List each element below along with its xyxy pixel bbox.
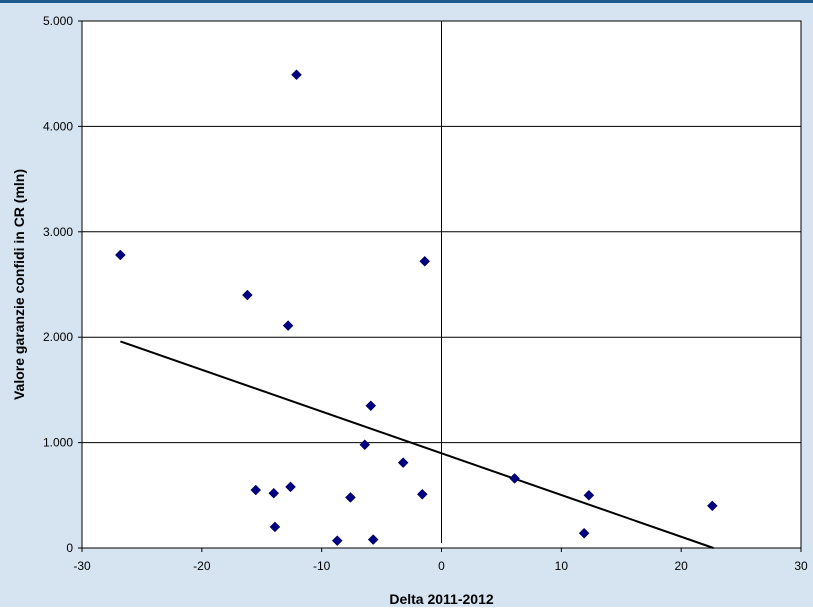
x-tick-label: 20 (674, 559, 688, 573)
data-point (706, 500, 718, 512)
x-tick-label: -20 (193, 559, 211, 573)
data-point (114, 249, 126, 261)
data-point (291, 69, 302, 81)
data-point (331, 535, 343, 546)
x-tick-label: -10 (313, 559, 331, 573)
x-axis-ticks: -30 -20 -10 0 10 20 30 (73, 548, 808, 573)
data-point (282, 320, 294, 331)
data-point (345, 492, 356, 503)
x-axis-title: Delta 2011-2012 (389, 591, 494, 607)
y-tick-label: 3.000 (43, 225, 73, 239)
data-point (359, 439, 371, 451)
data-point (419, 255, 431, 267)
y-tick-label: 5.000 (43, 14, 73, 28)
y-tick-label: 2.000 (43, 330, 73, 344)
x-tick-label: 0 (438, 559, 445, 573)
data-point (250, 484, 262, 496)
y-tick-label: 1.000 (43, 436, 73, 450)
data-point (583, 489, 595, 501)
y-tick-label: 4.000 (43, 119, 73, 133)
data-point (509, 473, 520, 484)
data-point (416, 488, 428, 500)
data-point (578, 527, 590, 539)
data-point (268, 487, 280, 499)
data-point (397, 457, 409, 468)
y-tick-label: 0 (66, 541, 73, 555)
scatter-chart: 0 1.000 2.000 3.000 4.000 5.000 -30 -20 -10 0 10 2… (11, 14, 808, 607)
x-tick-label: 10 (555, 559, 569, 573)
y-axis-title: Valore garanzie confidi in CR (mln) (11, 169, 27, 400)
data-points (114, 69, 718, 546)
y-axis-ticks: 0 1.000 2.000 3.000 4.000 5.000 (43, 14, 82, 555)
data-point (365, 400, 377, 412)
data-point (285, 481, 296, 493)
data-point (269, 521, 281, 533)
trendline (120, 340, 714, 549)
data-point (367, 534, 379, 545)
x-tick-label: 30 (794, 559, 808, 573)
x-tick-label: -30 (73, 559, 91, 573)
data-point (242, 289, 253, 301)
